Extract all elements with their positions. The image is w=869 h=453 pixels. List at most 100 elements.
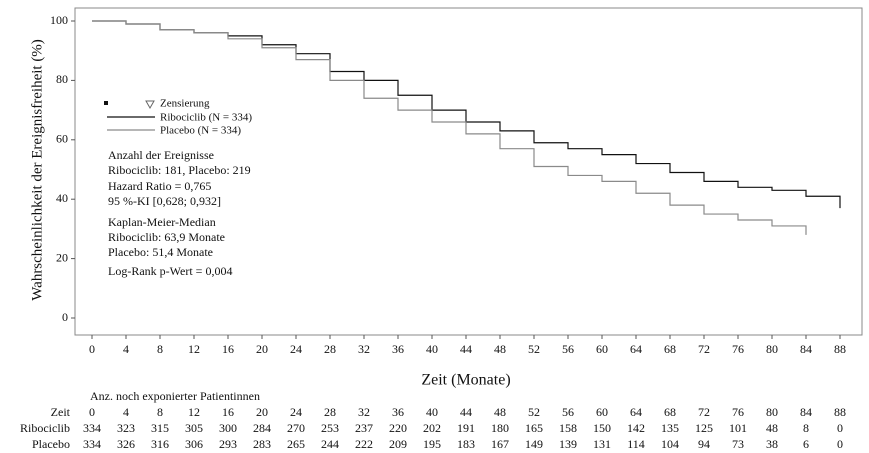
x-tick-label: 36 [392,342,404,356]
annotation: Log-Rank p-Wert = 0,004 [108,264,232,278]
y-tick-label: 20 [56,250,68,264]
risk-count: 316 [151,437,169,451]
y-tick-label: 80 [56,72,68,86]
x-tick-label: 32 [358,342,370,356]
x-tick-label: 4 [123,342,129,356]
risk-count: 56 [562,405,574,419]
legend-label: Ribociclib (N = 334) [160,112,252,124]
risk-count: 101 [729,421,747,435]
x-tick-label: 60 [596,342,608,356]
risk-count: 334 [83,421,101,435]
risk-count: 0 [89,405,95,419]
x-tick-label: 0 [89,342,95,356]
risk-count: 293 [219,437,237,451]
risk-count: 32 [358,405,370,419]
x-tick-label: 84 [800,342,812,356]
risk-count: 40 [426,405,438,419]
x-tick-label: 16 [222,342,234,356]
risk-count: 195 [423,437,441,451]
x-tick-label: 40 [426,342,438,356]
risk-count: 135 [661,421,679,435]
x-tick-label: 68 [664,342,676,356]
risk-count: 20 [256,405,268,419]
x-tick-label: 72 [698,342,710,356]
risk-count: 183 [457,437,475,451]
y-tick-label: 0 [62,310,68,324]
legend-censor-square [104,101,108,105]
risk-count: 73 [732,437,744,451]
risk-count: 270 [287,421,305,435]
annotation: 95 %-KI [0,628; 0,932] [108,194,221,208]
risk-count: 139 [559,437,577,451]
x-tick-label: 88 [834,342,846,356]
risk-count: 334 [83,437,101,451]
risk-count: 253 [321,421,339,435]
y-tick-label: 100 [50,13,68,27]
risk-count: 305 [185,421,203,435]
risk-count: 149 [525,437,543,451]
risk-count: 16 [222,405,234,419]
x-tick-label: 20 [256,342,268,356]
legend-label: Placebo (N = 334) [160,125,241,137]
risk-count: 84 [800,405,812,419]
risk-count: 28 [324,405,336,419]
risk-count: 142 [627,421,645,435]
risk-count: 165 [525,421,543,435]
y-tick-label: 40 [56,191,68,205]
risk-count: 283 [253,437,271,451]
annotation: Ribociclib: 181, Placebo: 219 [108,163,251,177]
risk-count: 315 [151,421,169,435]
risk-count: 64 [630,405,642,419]
risk-count: 220 [389,421,407,435]
x-tick-label: 28 [324,342,336,356]
risk-count: 0 [837,421,843,435]
risk-count: 68 [664,405,676,419]
risk-count: 209 [389,437,407,451]
risk-count: 237 [355,421,373,435]
risk-count: 300 [219,421,237,435]
risk-count: 104 [661,437,679,451]
plot-frame [74,7,863,336]
risk-count: 0 [837,437,843,451]
risk-count: 80 [766,405,778,419]
risk-row-label: Placebo [32,437,70,451]
risk-count: 4 [123,405,129,419]
annotation: Hazard Ratio = 0,765 [108,179,211,193]
risk-count: 265 [287,437,305,451]
risk-count: 72 [698,405,710,419]
risk-count: 131 [593,437,611,451]
risk-count: 284 [253,421,271,435]
risk-table-title: Anz. noch exponierter Patientinnen [90,389,260,403]
annotation: Placebo: 51,4 Monate [108,245,213,259]
risk-count: 36 [392,405,404,419]
risk-count: 150 [593,421,611,435]
risk-row-label: Zeit [51,405,71,419]
risk-count: 114 [627,437,645,451]
annotation: Ribociclib: 63,9 Monate [108,230,225,244]
x-tick-label: 24 [290,342,302,356]
risk-count: 8 [803,421,809,435]
x-axis-label: Zeit (Monate) [421,372,510,389]
risk-count: 202 [423,421,441,435]
risk-count: 125 [695,421,713,435]
annotation: Anzahl der Ereignisse [108,148,214,162]
risk-count: 180 [491,421,509,435]
risk-count: 6 [803,437,809,451]
risk-count: 326 [117,437,135,451]
x-tick-label: 80 [766,342,778,356]
legend-censor-triangle [145,100,155,110]
risk-count: 76 [732,405,744,419]
risk-count: 191 [457,421,475,435]
y-tick-label: 60 [56,132,68,146]
risk-count: 60 [596,405,608,419]
risk-count: 306 [185,437,203,451]
annotation: Kaplan-Meier-Median [108,215,216,229]
x-tick-label: 8 [157,342,163,356]
risk-count: 38 [766,437,778,451]
risk-count: 88 [834,405,846,419]
x-tick-label: 12 [188,342,200,356]
risk-count: 222 [355,437,373,451]
risk-count: 94 [698,437,710,451]
risk-row-label: Ribociclib [20,421,70,435]
risk-count: 12 [188,405,200,419]
